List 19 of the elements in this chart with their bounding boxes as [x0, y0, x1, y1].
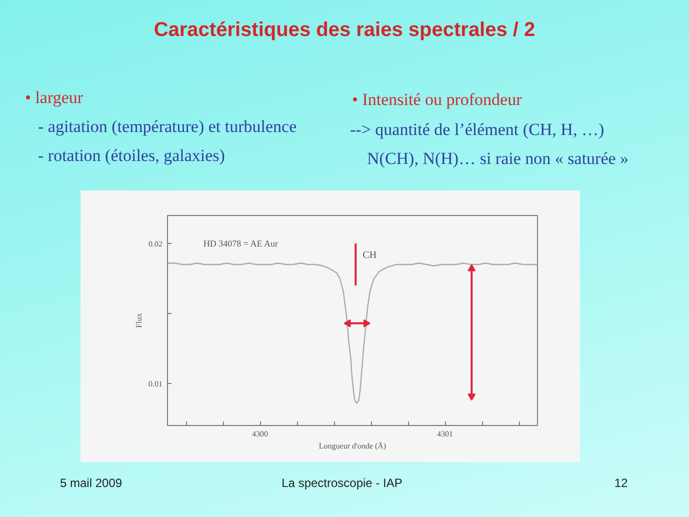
- text: 12: [614, 475, 628, 491]
- annotation: HD 34078 = AE Aur: [203, 238, 278, 248]
- text: - rotation (étoiles, galaxies): [38, 145, 225, 167]
- y-axis-title: Flux: [134, 313, 144, 328]
- text: --> quantité de l’élément (CH, H, …): [350, 119, 604, 141]
- x-tick-label: 4301: [437, 430, 453, 438]
- chart-title: Caractéristiques des raies spectrales / 2: [152, 18, 536, 42]
- y-tick-label: 0.02: [148, 240, 162, 248]
- text: 5 mail 2009: [60, 475, 122, 491]
- text: • Intensité ou profondeur: [352, 89, 522, 111]
- series-label: CH: [362, 250, 377, 261]
- text: • largeur: [25, 87, 84, 109]
- y-tick-label: 0.01: [148, 380, 162, 388]
- x-tick-label: 4300: [252, 430, 268, 438]
- x-axis-title: Longueur d'onde (Å): [318, 442, 386, 450]
- text: N(CH), N(H)… si raie non « saturée »: [367, 148, 629, 170]
- text: - agitation (température) et turbulence: [38, 116, 297, 138]
- text: La spectroscopie - IAP: [282, 475, 402, 491]
- line-series: [168, 262, 538, 404]
